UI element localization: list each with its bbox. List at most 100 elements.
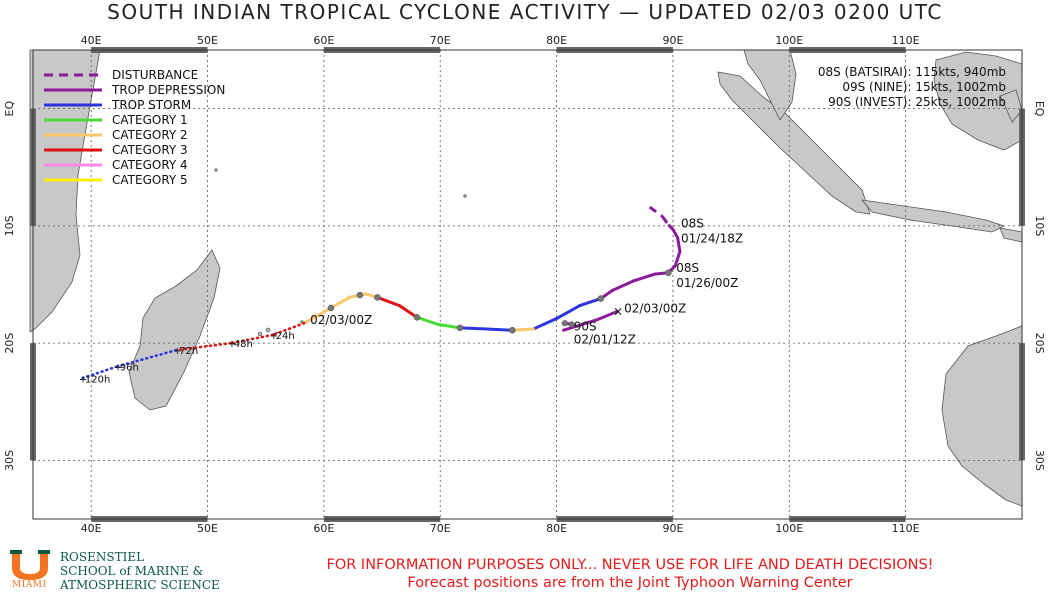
- storm-09s-marker: ×: [613, 304, 623, 318]
- disclaimer-line-1: FOR INFORMATION PURPOSES ONLY... NEVER U…: [326, 557, 934, 573]
- logo-line-2: SCHOOL of MARINE &: [60, 564, 204, 578]
- forecast-segment: [115, 348, 178, 368]
- track-segment-08s: [648, 205, 664, 218]
- track-segment-08s: [458, 326, 489, 331]
- lon-tick-label-top: 60E: [313, 34, 334, 47]
- track-segment-08s: [671, 227, 680, 240]
- mauritius-island: [265, 327, 271, 333]
- lon-tick-label-top: 50E: [197, 34, 218, 47]
- lat-tick-label-right: 30S: [1033, 450, 1046, 471]
- lon-tick-label-bottom: 40E: [81, 522, 102, 535]
- lesser-sunda-islands: [999, 227, 1023, 243]
- sulawesi-island: [999, 89, 1023, 123]
- lat-tick-label-left: 30S: [3, 450, 16, 471]
- borneo-island: [933, 51, 1023, 151]
- disclaimer: FOR INFORMATION PURPOSES ONLY... NEVER U…: [255, 556, 1005, 592]
- track-point-90s: [561, 320, 568, 327]
- lon-tick-label-top: 80E: [546, 34, 567, 47]
- forecast-segment: [174, 341, 233, 352]
- forecast-label: 120h: [85, 374, 110, 385]
- java-island: [861, 199, 1006, 233]
- chagos-island: [463, 194, 467, 198]
- lon-tick-label-top: 90E: [662, 34, 683, 47]
- forecast-label: 48h: [234, 339, 253, 350]
- track-segment-08s: [329, 295, 351, 310]
- axis-tick-labels: 40E 40E 50E 50E 60E 60E 70E 70E 80E 80E 90E 90E 100E…: [3, 34, 1046, 535]
- track-segment-08s: [436, 322, 462, 330]
- landmasses: [29, 49, 1023, 507]
- um-rosenstiel-logo: MIAMI ROSENSTIEL SCHOOL of MARINE & ATMO…: [10, 550, 260, 595]
- disclaimer-line-2: Forecast positions are from the Joint Ty…: [407, 575, 853, 591]
- lat-tick-label-left: EQ: [3, 100, 16, 116]
- track-segment-08s: [531, 317, 559, 331]
- forecast-segment: [229, 333, 274, 345]
- africa-landmass: [29, 49, 101, 333]
- legend-label: DISTURBANCE: [112, 68, 198, 82]
- lon-tick-label-bottom: 70E: [430, 522, 451, 535]
- forecast-marker: +: [228, 339, 236, 350]
- track-segment-08s: [610, 279, 635, 292]
- lon-tick-label-bottom: 90E: [662, 522, 683, 535]
- track-segment-09s: [595, 309, 619, 322]
- storm-09s-time: 02/03/00Z: [624, 301, 686, 315]
- forecast-label: 24h: [276, 331, 295, 342]
- map-frame: [32, 49, 1023, 520]
- track-point-08s: [665, 269, 672, 277]
- lat-tick-label-right: 10S: [1033, 215, 1046, 236]
- lon-tick-label-top: 40E: [81, 34, 102, 47]
- track-segment-08s: [415, 315, 440, 326]
- storm-mid-label: 08S: [676, 261, 699, 275]
- lon-tick-label-top: 70E: [430, 34, 451, 47]
- track-segment-08s: [510, 327, 535, 332]
- madagascar-island: [128, 249, 221, 411]
- legend-label: CATEGORY 5: [112, 173, 188, 187]
- legend-label: TROP STORM: [111, 98, 191, 112]
- track-segment-09s: [562, 318, 599, 332]
- track-point-08s: [356, 291, 364, 299]
- track-segment-08s: [631, 272, 657, 283]
- storm-current-time: 02/03/00Z: [310, 313, 372, 327]
- lon-tick-label-top: 100E: [775, 34, 803, 47]
- forecast-marker: +: [270, 331, 278, 342]
- legend-label: CATEGORY 1: [112, 113, 188, 127]
- track-point-08s: [374, 294, 381, 301]
- track-segment-08s: [302, 306, 333, 325]
- track-point-08s: [413, 314, 421, 321]
- track-segment-08s: [676, 236, 682, 254]
- storm-info-line: 09S (NINE): 15kts, 1002mb: [842, 80, 1006, 94]
- storm-tracks: +24h+48h+72h+96h+120h08S01/24/18Z08S01/2…: [79, 205, 743, 385]
- forecast-marker: +: [114, 363, 122, 374]
- seychelles-island: [214, 168, 218, 172]
- track-point-08s: [597, 295, 605, 302]
- australia-landmass: [941, 325, 1023, 507]
- lon-tick-label-bottom: 60E: [313, 522, 334, 535]
- track-segment-08s: [661, 215, 670, 226]
- storm-info-line: 08S (BATSIRAI): 115kts, 940mb: [818, 65, 1006, 79]
- track-point-90s: [568, 321, 575, 328]
- storm-90s-label: 90S: [574, 319, 597, 333]
- logo-miami-text: MIAMI: [12, 580, 47, 590]
- lon-tick-label-bottom: 80E: [546, 522, 567, 535]
- logo-line-1: ROSENSTIEL: [60, 550, 145, 564]
- page-title: SOUTH INDIAN TROPICAL CYCLONE ACTIVITY —…: [107, 0, 943, 24]
- track-segment-08s: [578, 297, 603, 308]
- track-segment-08s: [375, 295, 402, 308]
- logo-school-text: ROSENSTIEL SCHOOL of MARINE & ATMOSPHERI…: [60, 550, 220, 592]
- forecast-label: 96h: [120, 363, 139, 374]
- storm-start-label: 08S: [681, 216, 704, 230]
- track-point-08s: [509, 326, 516, 334]
- track-point-08s: [327, 304, 335, 312]
- reunion-island: [257, 331, 263, 337]
- malaysia-peninsula: [743, 49, 797, 121]
- lon-tick-label-bottom: 50E: [197, 522, 218, 535]
- cyclone-map: 40E 40E 50E 50E 60E 60E 70E 70E 80E 80E 90E 90E 100E…: [3, 34, 1046, 535]
- forecast-marker: +: [79, 374, 87, 385]
- track-point-08s: [456, 324, 464, 332]
- lat-tick-label-right: EQ: [1033, 101, 1046, 117]
- storm-mid-time: 01/26/00Z: [676, 276, 738, 290]
- forecast-segment: [271, 321, 306, 337]
- legend-label: CATEGORY 3: [112, 143, 188, 157]
- track-segment-08s: [673, 250, 682, 268]
- track-segment-08s: [398, 304, 419, 319]
